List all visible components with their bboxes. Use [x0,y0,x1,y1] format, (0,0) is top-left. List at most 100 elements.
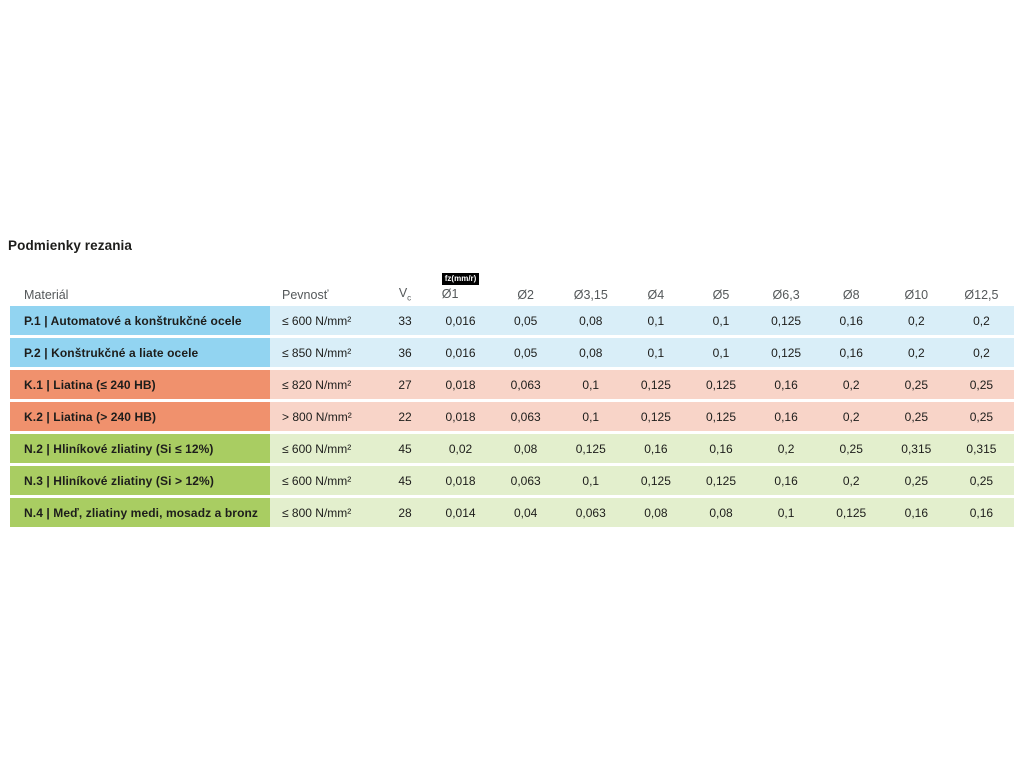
cell-vc: 27 [398,377,412,392]
cell-vc: 22 [398,409,412,424]
column-header-diameter: Ø10 [904,288,929,302]
cell-vc: 45 [398,441,412,456]
cell-fz: 0,25 [904,377,928,392]
cell-fz: 0,125 [771,313,802,328]
cell-fz: 0,16 [774,409,798,424]
cell-vc: 36 [398,345,412,360]
cell-fz: 0,1 [712,313,730,328]
cell-vc: 33 [398,313,412,328]
cell-fz: 0,05 [513,345,538,360]
cell-fz: 0,1 [582,377,600,392]
cell-strength: ≤ 820 N/mm² [282,377,352,392]
cell-fz: 0,2 [973,345,990,360]
cell-fz: 0,04 [513,505,538,520]
cell-fz: 0,25 [904,409,928,424]
column-header-diameter: Ø4 [647,288,665,302]
cell-fz: 0,1 [647,345,665,360]
cell-fz: 0,16 [839,345,863,360]
cell-fz: 0,16 [774,377,798,392]
cell-fz: 0,125 [640,377,671,392]
table-row: K.2 | Liatina (> 240 HB) > 800 N/mm² 22 0,0… [10,402,1014,431]
cell-fz: 0,16 [644,441,668,456]
cell-material: N.2 | Hliníkové zliatiny (Si ≤ 12%) [10,434,270,463]
cell-fz: 0,063 [510,377,541,392]
cell-fz: 0,16 [904,505,928,520]
cell-fz: 0,08 [579,345,603,360]
cell-fz: 0,2 [907,345,925,360]
cell-fz: 0,125 [575,441,606,456]
cell-fz: 0,018 [445,409,476,424]
cell-fz: 0,1 [647,313,665,328]
cell-material: N.3 | Hliníkové zliatiny (Si > 12%) [10,466,270,495]
cell-fz: 0,1 [582,473,600,488]
cell-material: N.4 | Meď, zliatiny medi, mosadz a bronz [10,498,270,527]
vc-label: V [398,285,408,300]
cell-fz: 0,1 [582,409,600,424]
cell-fz: 0,08 [644,505,668,520]
cell-fz: 0,16 [774,473,798,488]
cell-fz: 0,125 [640,409,671,424]
column-header-diameter: Ø3,15 [573,288,608,302]
cell-fz: 0,014 [445,505,476,520]
fz-unit-badge: fz(mm/r) [441,273,480,285]
vc-subscript: c [407,293,412,302]
column-header-diameter: Ø8 [842,288,860,302]
table-row: P.2 | Konštrukčné a liate ocele ≤ 850 N/m… [10,338,1014,367]
cell-fz: 0,125 [705,409,736,424]
cell-fz: 0,125 [705,473,736,488]
cell-fz: 0,016 [445,345,476,360]
cutting-conditions-table: Materiál Pevnosť Vc fz(mm/r) Ø1 Ø2 Ø3,15 Ø4 Ø… [10,264,1014,530]
cell-fz: 0,2 [973,313,990,328]
cell-vc: 45 [398,473,412,488]
column-header-diameter: fz(mm/r) Ø1 [428,270,493,302]
cell-fz: 0,125 [640,473,671,488]
cell-fz: 0,016 [445,313,476,328]
column-header-vc: Vc [382,286,428,303]
cell-fz: 0,315 [901,441,932,456]
cell-fz: 0,16 [709,441,733,456]
cell-fz: 0,2 [907,313,925,328]
page-title: Podmienky rezania [8,238,132,253]
cell-fz: 0,25 [969,409,994,424]
cell-material: P.2 | Konštrukčné a liate ocele [10,338,270,367]
cell-strength: ≤ 600 N/mm² [282,313,352,328]
table-row: N.4 | Meď, zliatiny medi, mosadz a bronz… [10,498,1014,527]
table-row: N.2 | Hliníkové zliatiny (Si ≤ 12%) ≤ 600… [10,434,1014,463]
cell-strength: ≤ 600 N/mm² [282,441,352,456]
table-header-row: Materiál Pevnosť Vc fz(mm/r) Ø1 Ø2 Ø3,15 Ø4 Ø… [10,264,1014,302]
column-header-diameter: Ø5 [712,288,730,302]
cell-fz: 0,25 [969,377,994,392]
cell-fz: 0,063 [510,473,541,488]
cell-fz: 0,25 [839,441,863,456]
cell-fz: 0,063 [510,409,541,424]
cell-fz: 0,2 [842,409,860,424]
column-header-material: Materiál [24,288,69,302]
cell-fz: 0,02 [448,441,473,456]
diameter-header-label: Ø1 [441,287,459,301]
cell-fz: 0,1 [712,345,730,360]
column-header-strength: Pevnosť [282,288,329,302]
cell-material: P.1 | Automatové a konštrukčné ocele [10,306,270,335]
cell-fz: 0,2 [777,441,795,456]
cell-fz: 0,25 [904,473,928,488]
cell-fz: 0,018 [445,473,476,488]
cell-fz: 0,25 [969,473,994,488]
cell-fz: 0,315 [966,441,997,456]
diameter-header-stack: fz(mm/r) Ø1 [441,270,480,302]
cell-fz: 0,125 [771,345,802,360]
cell-fz: 0,2 [842,473,860,488]
cell-fz: 0,16 [839,313,863,328]
cell-strength: ≤ 850 N/mm² [282,345,352,360]
cell-fz: 0,018 [445,377,476,392]
cell-strength: ≤ 800 N/mm² [282,505,352,520]
cell-material: K.1 | Liatina (≤ 240 HB) [10,370,270,399]
column-header-diameter: Ø6,3 [772,288,800,302]
cell-strength: ≤ 600 N/mm² [282,473,352,488]
cell-fz: 0,2 [842,377,860,392]
table-body: P.1 | Automatové a konštrukčné ocele ≤ 60… [10,306,1014,527]
cell-fz: 0,05 [513,313,538,328]
cell-material: K.2 | Liatina (> 240 HB) [10,402,270,431]
cell-fz: 0,16 [969,505,994,520]
table-row: N.3 | Hliníkové zliatiny (Si > 12%) ≤ 600… [10,466,1014,495]
table-row: P.1 | Automatové a konštrukčné ocele ≤ 60… [10,306,1014,335]
